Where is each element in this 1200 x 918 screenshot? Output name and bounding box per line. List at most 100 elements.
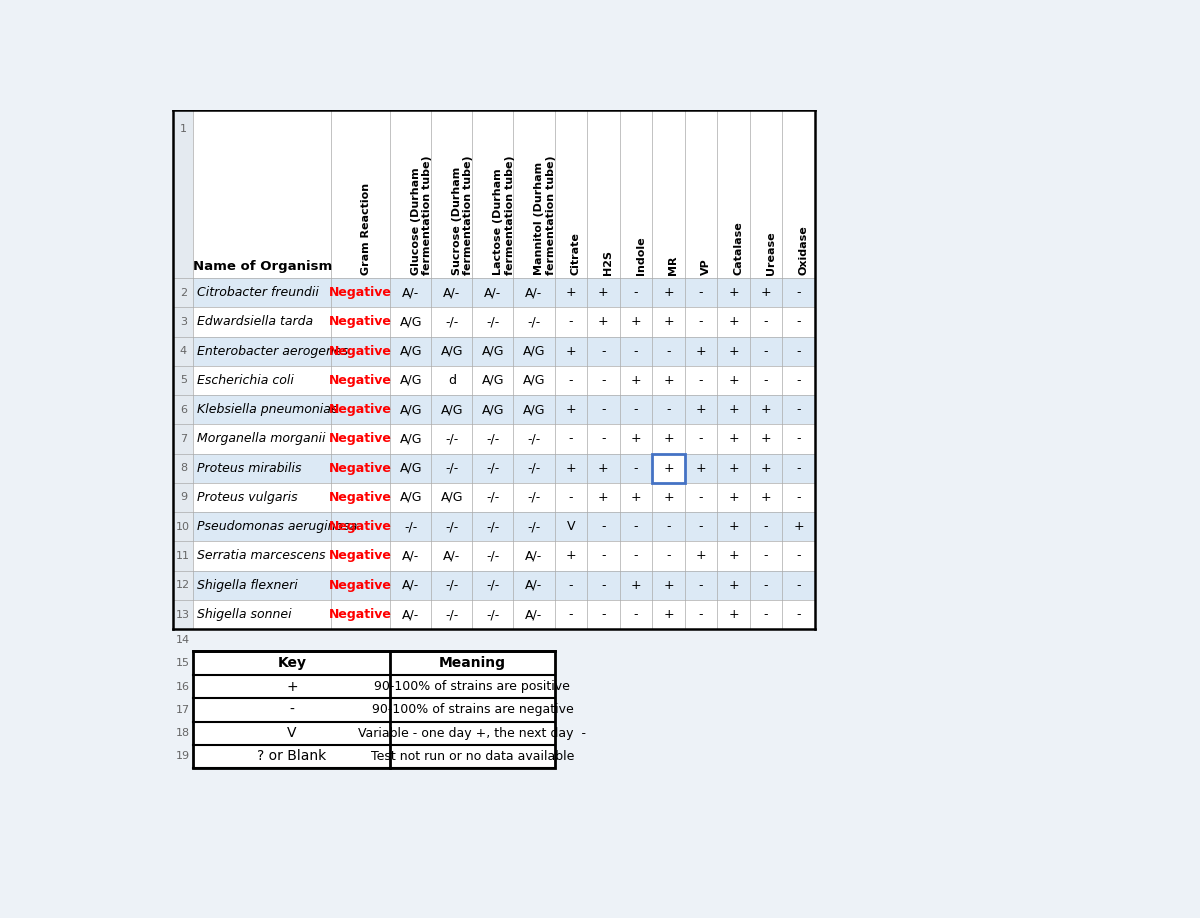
Text: 90-100% of strains are negative: 90-100% of strains are negative	[372, 703, 574, 716]
Text: VP: VP	[701, 258, 712, 274]
Text: -: -	[797, 578, 800, 592]
Text: 14: 14	[176, 635, 191, 645]
Text: -/-: -/-	[486, 462, 499, 475]
Text: -: -	[289, 703, 294, 717]
Bar	[173, 599, 193, 629]
Text: -: -	[764, 578, 768, 592]
Text: 7: 7	[180, 434, 187, 444]
Text: 18: 18	[176, 728, 191, 738]
Bar	[173, 278, 815, 308]
Text: A/G: A/G	[481, 374, 504, 386]
Text: +: +	[631, 432, 641, 445]
Bar	[193, 651, 554, 767]
Text: -: -	[698, 432, 703, 445]
Text: Negative: Negative	[329, 608, 392, 621]
Text: A/-: A/-	[402, 608, 420, 621]
Text: A/G: A/G	[400, 491, 422, 504]
Text: -: -	[797, 462, 800, 475]
Text: A/G: A/G	[523, 374, 545, 386]
Text: -: -	[797, 344, 800, 358]
Text: +: +	[696, 344, 707, 358]
Text: -: -	[797, 374, 800, 386]
Text: Shigella flexneri: Shigella flexneri	[197, 578, 298, 592]
Text: +: +	[565, 403, 576, 416]
Text: Citrate: Citrate	[571, 232, 581, 274]
Text: A/-: A/-	[526, 550, 542, 563]
Text: +: +	[761, 491, 772, 504]
Text: +: +	[761, 286, 772, 299]
Text: V: V	[287, 726, 296, 740]
Text: A/-: A/-	[443, 550, 461, 563]
Text: +: +	[598, 286, 608, 299]
Bar	[173, 424, 193, 453]
Text: 16: 16	[176, 682, 191, 692]
Text: 6: 6	[180, 405, 187, 415]
Text: Urease: Urease	[766, 231, 776, 274]
Text: +: +	[664, 286, 673, 299]
Text: A/G: A/G	[440, 403, 463, 416]
Text: A/-: A/-	[526, 608, 542, 621]
Text: Negative: Negative	[329, 462, 392, 475]
Text: 19: 19	[176, 751, 191, 761]
Text: Sucrose (Durham
fermentation tube): Sucrose (Durham fermentation tube)	[452, 155, 474, 274]
Text: -: -	[698, 286, 703, 299]
Text: Serratia marcescens: Serratia marcescens	[197, 550, 325, 563]
Text: +: +	[728, 491, 739, 504]
Text: 8: 8	[180, 464, 187, 473]
Text: -: -	[698, 578, 703, 592]
Text: -: -	[698, 491, 703, 504]
Text: +: +	[664, 578, 673, 592]
Text: A/G: A/G	[481, 344, 504, 358]
Text: Escherichia coli: Escherichia coli	[197, 374, 294, 386]
Text: +: +	[631, 374, 641, 386]
Text: A/-: A/-	[526, 286, 542, 299]
Text: 11: 11	[176, 551, 191, 561]
Bar	[173, 629, 815, 651]
Text: -: -	[666, 344, 671, 358]
Text: +: +	[728, 608, 739, 621]
Text: +: +	[761, 403, 772, 416]
Text: -: -	[764, 608, 768, 621]
Text: +: +	[664, 432, 673, 445]
Text: Enterobacter aerogenes: Enterobacter aerogenes	[197, 344, 348, 358]
Text: +: +	[728, 550, 739, 563]
Bar	[173, 395, 193, 424]
Bar	[173, 110, 815, 629]
Text: Proteus vulgaris: Proteus vulgaris	[197, 491, 298, 504]
Text: +: +	[598, 316, 608, 329]
Text: Pseudomonas aeruginosa: Pseudomonas aeruginosa	[197, 521, 358, 533]
Text: -/-: -/-	[404, 521, 418, 533]
Text: -/-: -/-	[486, 578, 499, 592]
Text: -: -	[569, 374, 574, 386]
Text: -/-: -/-	[445, 462, 458, 475]
Text: Meaning: Meaning	[439, 656, 506, 670]
Text: A/G: A/G	[523, 403, 545, 416]
Text: -: -	[601, 374, 606, 386]
Text: A/-: A/-	[402, 578, 420, 592]
Text: d: d	[448, 374, 456, 386]
Text: -/-: -/-	[445, 432, 458, 445]
Text: -: -	[601, 608, 606, 621]
Text: Catalase: Catalase	[733, 221, 744, 274]
Text: -/-: -/-	[527, 521, 541, 533]
Text: -/-: -/-	[445, 578, 458, 592]
Text: -: -	[764, 374, 768, 386]
Text: Mannitol (Durham
fermentation tube): Mannitol (Durham fermentation tube)	[534, 155, 556, 274]
Text: Negative: Negative	[329, 286, 392, 299]
Text: Proteus mirabilis: Proteus mirabilis	[197, 462, 301, 475]
Text: 2: 2	[180, 287, 187, 297]
Text: Negative: Negative	[329, 403, 392, 416]
Bar	[173, 337, 815, 365]
Text: -: -	[634, 608, 638, 621]
Text: +: +	[728, 316, 739, 329]
Text: Shigella sonnei: Shigella sonnei	[197, 608, 292, 621]
Text: 17: 17	[176, 705, 191, 715]
Text: +: +	[631, 316, 641, 329]
Text: 5: 5	[180, 375, 187, 386]
Text: -/-: -/-	[486, 316, 499, 329]
Bar	[173, 512, 193, 542]
Text: -/-: -/-	[527, 432, 541, 445]
Bar	[173, 308, 193, 337]
Text: Gram Reaction: Gram Reaction	[361, 183, 371, 274]
Text: -: -	[601, 344, 606, 358]
